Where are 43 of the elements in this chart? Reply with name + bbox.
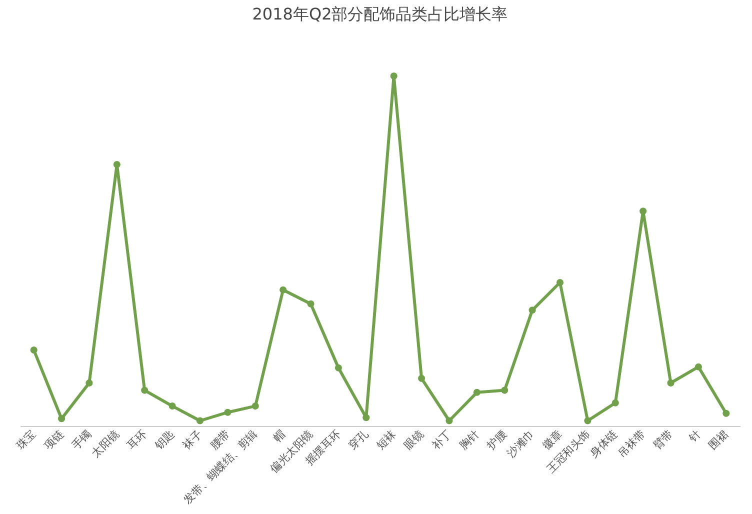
x-tick-label: 项链 — [42, 428, 66, 452]
x-tick-label: 补丁 — [429, 428, 454, 452]
point — [334, 364, 342, 372]
x-tick-label: 针 — [686, 428, 704, 446]
point — [86, 379, 93, 386]
point — [418, 374, 426, 382]
x-tick-label: 腰带 — [208, 428, 232, 452]
point — [30, 346, 38, 354]
x-tick-label: 帽 — [270, 428, 288, 445]
point — [280, 286, 287, 294]
point — [584, 417, 592, 424]
point — [390, 72, 398, 80]
point — [612, 399, 619, 406]
point — [722, 410, 730, 417]
point — [667, 379, 674, 386]
point — [640, 208, 647, 215]
point — [252, 402, 259, 410]
x-tick-label: 珠宝 — [14, 428, 39, 452]
x-tick-label: 眼镜 — [402, 428, 426, 452]
chart-title: 2018年Q2部分配饰品类占比增长率 — [252, 4, 508, 24]
point — [224, 408, 232, 416]
point — [168, 402, 176, 410]
x-tick-label: 手镯 — [69, 428, 94, 452]
x-tick-label: 臂带 — [650, 428, 676, 452]
point — [446, 417, 453, 424]
x-tick-label: 短袜 — [374, 428, 399, 452]
x-tick-label: 耳环 — [124, 428, 150, 452]
point — [113, 161, 120, 168]
x-tick-label: 围裙 — [706, 428, 731, 452]
point — [141, 386, 148, 394]
x-tick-label: 胸针 — [456, 428, 482, 452]
x-tick-label: 钥匙 — [152, 428, 178, 454]
point — [473, 388, 480, 396]
point — [556, 278, 564, 286]
point — [362, 414, 370, 422]
point — [307, 300, 314, 308]
point — [528, 306, 536, 314]
x-tick-label: 袜子 — [180, 428, 205, 452]
point — [196, 417, 204, 424]
point — [501, 386, 508, 394]
point — [58, 415, 66, 422]
point — [694, 363, 702, 370]
x-tick-label: 穿孔 — [346, 428, 371, 452]
